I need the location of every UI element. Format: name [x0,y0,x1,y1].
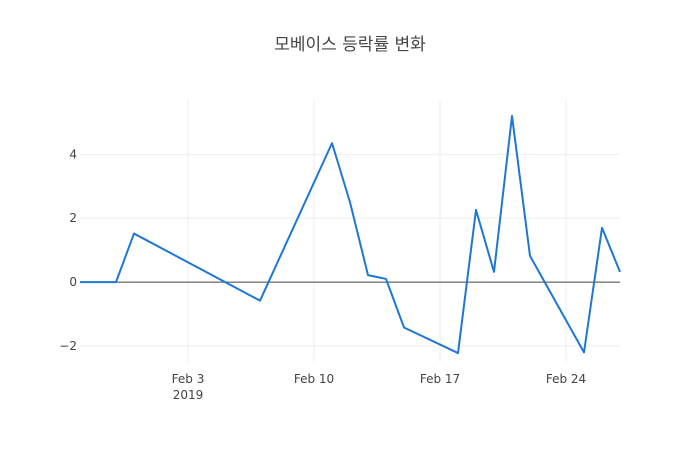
data-point [96,280,101,285]
data-point [600,225,605,230]
data-point [582,350,587,355]
y-tick-label: 0 [69,275,77,289]
x-tick-label: Feb 3 [172,372,205,386]
data-point [402,325,407,330]
y-tick-label: −2 [59,339,77,353]
x-tick-label: Feb 17 [420,372,460,386]
data-point [330,141,335,146]
data-point [618,269,623,274]
data-point [492,269,497,274]
data-point [456,351,461,356]
data-point [528,253,533,258]
data-point [132,231,137,236]
y-tick-label: 2 [69,211,77,225]
data-point [114,280,119,285]
chart-title: 모베이스 등락률 변화 [274,35,426,55]
data-point [474,207,479,212]
x-tick-label: Feb 10 [294,372,334,386]
data-point [384,276,389,281]
data-point [348,200,353,205]
y-tick-label: 4 [69,147,77,161]
x-tick-label: Feb 24 [546,372,586,386]
x-tick-sublabel: 2019 [173,388,204,402]
data-point [510,113,515,118]
data-point [258,298,263,303]
series-line [80,114,621,355]
data-point [366,273,371,278]
data-point [78,280,83,285]
